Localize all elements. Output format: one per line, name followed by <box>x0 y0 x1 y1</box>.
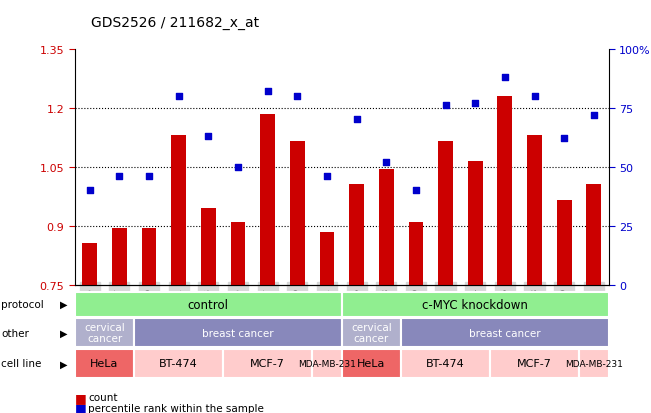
Point <box>529 93 540 100</box>
Bar <box>171 136 186 285</box>
Point <box>85 188 95 194</box>
Bar <box>112 228 127 285</box>
Bar <box>290 142 305 285</box>
Text: cell line: cell line <box>1 358 42 368</box>
Text: MCF-7: MCF-7 <box>250 358 285 368</box>
Point <box>589 112 599 119</box>
Text: c-MYC knockdown: c-MYC knockdown <box>422 298 528 311</box>
Point <box>262 89 273 95</box>
Text: breast cancer: breast cancer <box>202 328 274 338</box>
Point <box>411 188 421 194</box>
Text: ▶: ▶ <box>60 328 68 338</box>
Text: percentile rank within the sample: percentile rank within the sample <box>88 403 264 413</box>
Text: GDS2526 / 211682_x_at: GDS2526 / 211682_x_at <box>91 16 259 30</box>
Text: BT-474: BT-474 <box>426 358 465 368</box>
Point <box>173 93 184 100</box>
Bar <box>557 201 572 285</box>
Bar <box>409 222 423 285</box>
Text: breast cancer: breast cancer <box>469 328 541 338</box>
Bar <box>201 209 215 285</box>
Bar <box>82 244 97 285</box>
Text: other: other <box>1 328 29 338</box>
Point <box>352 117 362 123</box>
Point <box>292 93 303 100</box>
Point <box>144 173 154 180</box>
Text: ■: ■ <box>75 401 87 413</box>
Point <box>470 100 480 107</box>
Bar <box>349 185 364 285</box>
Bar <box>230 222 245 285</box>
Point <box>233 164 243 171</box>
Text: control: control <box>188 298 229 311</box>
Text: ■: ■ <box>75 391 87 404</box>
Bar <box>587 185 602 285</box>
Point <box>440 103 450 109</box>
Point <box>203 133 214 140</box>
Text: ▶: ▶ <box>60 358 68 368</box>
Text: count: count <box>88 392 117 402</box>
Text: MCF-7: MCF-7 <box>517 358 552 368</box>
Bar <box>497 97 512 285</box>
Text: MDA-MB-231: MDA-MB-231 <box>565 359 623 368</box>
Bar <box>260 114 275 285</box>
Point <box>500 74 510 81</box>
Bar <box>468 161 482 285</box>
Text: cervical
cancer: cervical cancer <box>351 322 392 344</box>
Point <box>381 159 391 166</box>
Bar <box>527 136 542 285</box>
Bar <box>379 169 394 285</box>
Point <box>322 173 332 180</box>
Text: cervical
cancer: cervical cancer <box>84 322 125 344</box>
Text: ▶: ▶ <box>60 299 68 309</box>
Text: MDA-MB-231: MDA-MB-231 <box>298 359 356 368</box>
Text: HeLa: HeLa <box>90 358 118 368</box>
Text: BT-474: BT-474 <box>159 358 198 368</box>
Point <box>114 173 124 180</box>
Text: HeLa: HeLa <box>357 358 385 368</box>
Text: protocol: protocol <box>1 299 44 309</box>
Bar <box>320 232 335 285</box>
Bar <box>438 142 453 285</box>
Point <box>559 136 570 142</box>
Bar <box>142 228 156 285</box>
